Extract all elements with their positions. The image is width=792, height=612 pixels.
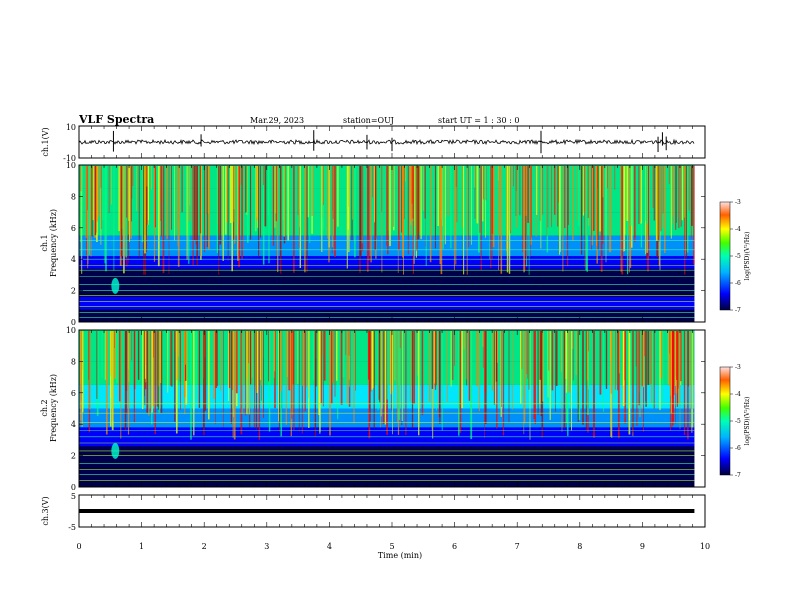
ch3-waveform-panel: 5 -5 ch.3(V) (41, 492, 706, 532)
x-tick-label: 10 (700, 542, 710, 551)
ch1-spec-ylabel-channel: ch.1 (40, 234, 49, 251)
ch1-colorbar: -3 -4 -5 -6 -7 log(PSD)(V²/Hz) (719, 199, 751, 314)
spectrogram-band (79, 309, 695, 322)
ch2-spec-ylabel-channel: ch.2 (40, 399, 49, 416)
ch1-waveform-ticks (78, 126, 706, 158)
x-tick-label: 1 (139, 542, 144, 551)
x-tick-label: 3 (264, 542, 269, 551)
ch1-ytick-bottom: -10 (63, 154, 76, 163)
y-tick-label: 6 (71, 224, 76, 233)
ch2-spec-ylabel-freq: Frequency (kHz) (49, 374, 58, 442)
x-tick-label: 8 (577, 542, 582, 551)
y-tick-label: 4 (71, 420, 76, 429)
station-label: station=OUJ (343, 116, 394, 125)
ch1-spectrogram-image (79, 165, 695, 322)
ch2-spectrogram-yticks: 0 2 4 6 8 10 (66, 326, 705, 492)
ch3-ylabel: ch.3(V) (41, 496, 50, 525)
ch1-spectrogram-ticks (78, 165, 706, 322)
ch1-colorbar-label: log(PSD)(V²/Hz) (744, 232, 751, 281)
ch2-colorbar: -3 -4 -5 -6 -7 log(PSD)(V²/Hz) (719, 364, 751, 479)
colorbar-tick-label: -5 (735, 253, 741, 260)
y-tick-label: 2 (71, 452, 76, 461)
ch2-spectrogram-panel: 0 2 4 6 8 10 ch.2 Frequency (kHz) (40, 326, 706, 492)
ch1-ytick-top: 10 (66, 123, 76, 132)
spectrogram-band (79, 296, 695, 310)
ch3-ytick-bottom: -5 (68, 523, 76, 532)
x-tick-label: 4 (327, 542, 332, 551)
x-tick-label: 7 (515, 542, 520, 551)
x-axis-label: Time (min) (378, 551, 422, 560)
ch1-spikes (112, 130, 667, 154)
y-tick-label: 10 (66, 161, 76, 170)
colorbar-tick-label: -3 (735, 199, 741, 206)
ch2-spectrogram-ticks (78, 330, 706, 487)
ch1-colorbar-ticks: -3 -4 -5 -6 -7 (730, 199, 741, 314)
ch1-waveform-trace (78, 138, 695, 146)
ch2-colorbar-gradient (719, 366, 731, 476)
date-label: Mar.29, 2023 (250, 116, 304, 125)
ch1-spectrogram-yticks: 0 2 4 6 8 10 (66, 161, 705, 327)
x-tick-label: 9 (640, 542, 645, 551)
ch1-spectrogram-panel: 0 2 4 6 8 10 ch.1 Frequency (kHz) (40, 161, 706, 327)
y-tick-label: 2 (71, 287, 76, 296)
ch1-colorbar-gradient (719, 201, 731, 311)
colorbar-tick-label: -3 (735, 364, 741, 371)
colorbar-tick-label: -6 (735, 280, 741, 287)
x-axis-tick-labels: 0 1 2 3 4 5 6 7 8 9 10 (76, 542, 710, 551)
spectrogram-band (79, 458, 695, 475)
colorbar-tick-label: -7 (735, 307, 741, 314)
y-tick-label: 4 (71, 255, 76, 264)
y-tick-label: 0 (71, 483, 76, 492)
colorbar-tick-label: -4 (735, 226, 741, 233)
y-tick-label: 0 (71, 318, 76, 327)
spectrogram-patch (111, 442, 120, 459)
start-time-label: start UT = 1 : 30 : 0 (438, 116, 519, 125)
colorbar-tick-label: -7 (735, 472, 741, 479)
y-tick-label: 8 (71, 192, 76, 201)
ch3-ytick-top: 5 (71, 492, 76, 501)
x-tick-label: 6 (452, 542, 457, 551)
x-tick-label: 5 (389, 542, 394, 551)
colorbar-tick-label: -4 (735, 391, 741, 398)
ch2-colorbar-ticks: -3 -4 -5 -6 -7 (730, 364, 741, 479)
figure-title: VLF Spectra (78, 113, 154, 126)
y-tick-label: 8 (71, 357, 76, 366)
x-tick-label: 2 (202, 542, 207, 551)
ch1-spec-ylabel-freq: Frequency (kHz) (49, 209, 58, 277)
ch2-spectrogram-image (79, 330, 695, 487)
ch1-ylabel: ch.1(V) (41, 127, 50, 156)
y-tick-label: 6 (71, 389, 76, 398)
colorbar-tick-label: -5 (735, 418, 741, 425)
ch1-waveform-panel: 10 -10 ch.1(V) (41, 123, 706, 163)
ch2-colorbar-label: log(PSD)(V²/Hz) (744, 397, 751, 446)
spectrogram-band (79, 446, 695, 459)
y-tick-label: 10 (66, 326, 76, 335)
ch3-waveform-ticks (78, 495, 706, 527)
spectrogram-patch (111, 277, 120, 294)
x-tick-label: 0 (76, 542, 81, 551)
ch3-waveform-trace (79, 509, 695, 513)
colorbar-tick-label: -6 (735, 445, 741, 452)
